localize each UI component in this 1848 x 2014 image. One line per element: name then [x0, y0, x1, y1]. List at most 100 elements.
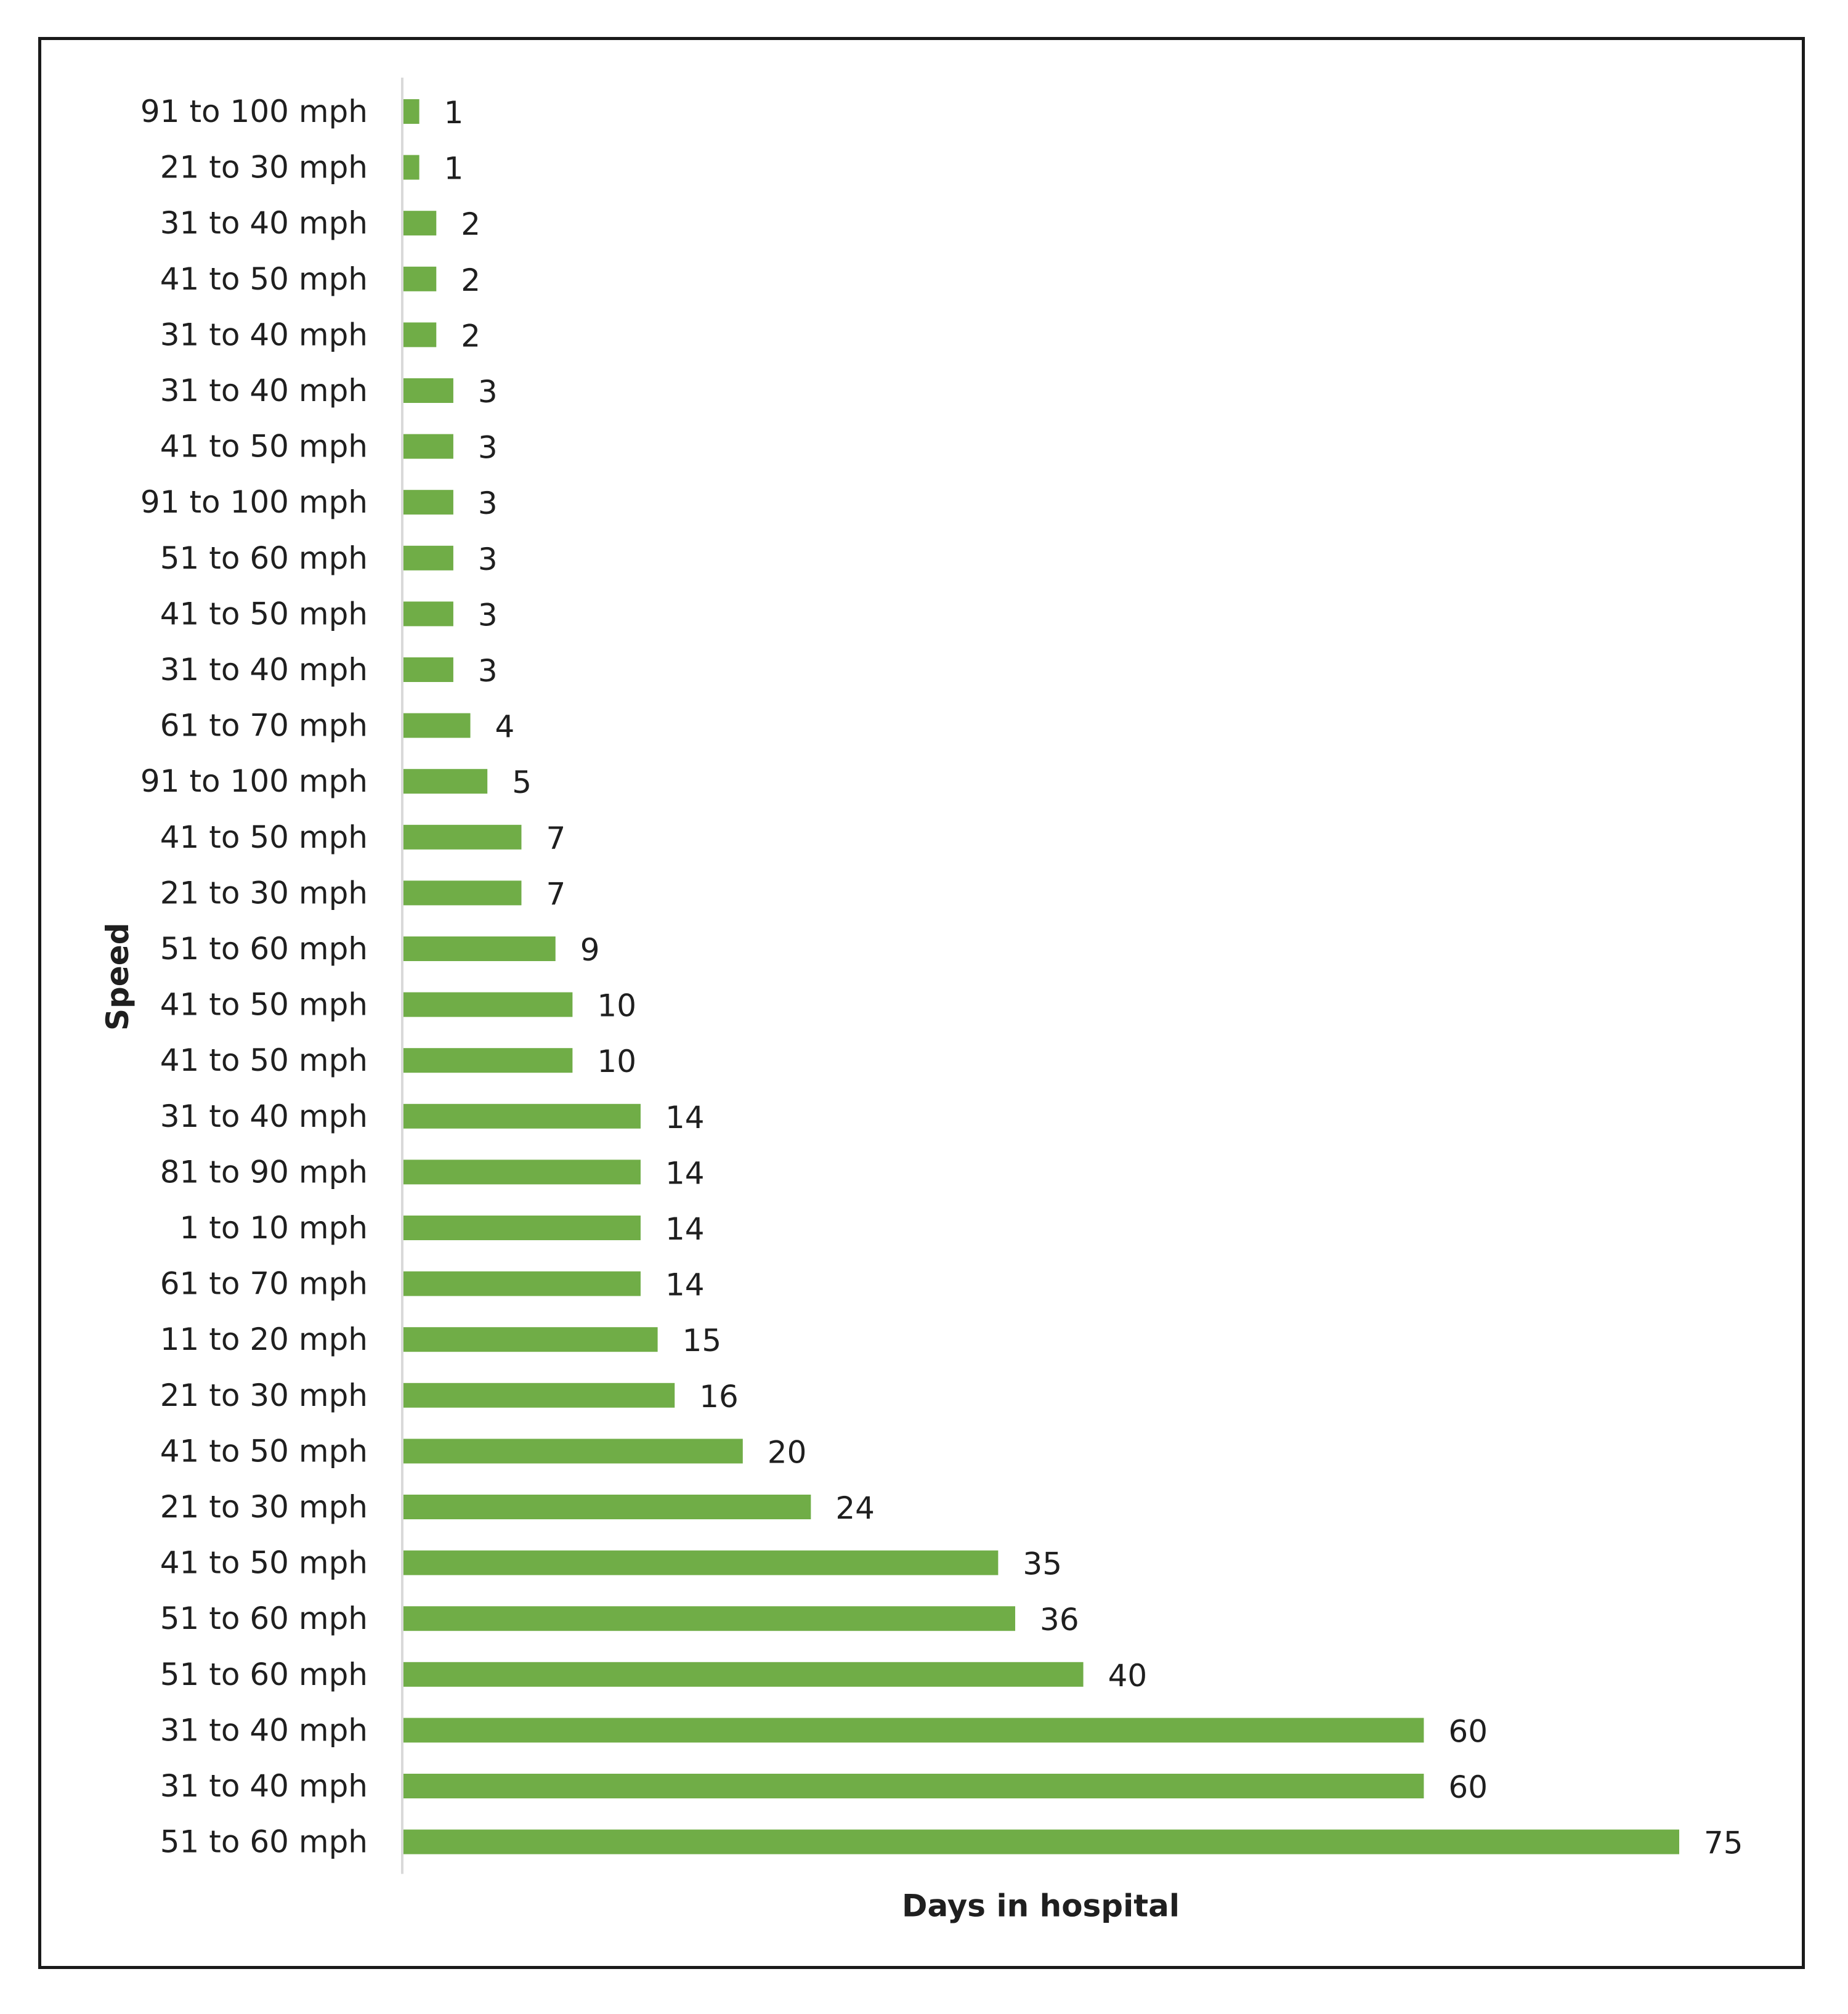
data-label-3: 2 [461, 262, 480, 298]
chart-frame: 91 to 100 mph 21 to 30 mph 31 to 40 mph 41 … [38, 37, 1805, 1969]
y-tick-label-24: 41 to 50 mph [160, 1433, 368, 1469]
y-tick-label-8: 51 to 60 mph [160, 540, 368, 576]
bar-10 [402, 657, 453, 682]
bar-22 [402, 1327, 658, 1352]
data-label-25: 24 [835, 1490, 875, 1526]
y-tick-label-1: 21 to 30 mph [160, 150, 368, 185]
data-label-9: 3 [478, 597, 498, 633]
y-tick-label-4: 31 to 40 mph [160, 317, 368, 352]
bar-28 [402, 1662, 1084, 1687]
data-label-23: 16 [699, 1379, 739, 1415]
data-label-29: 60 [1448, 1713, 1488, 1749]
y-tick-label-18: 31 to 40 mph [160, 1098, 368, 1134]
bar-1 [402, 155, 419, 180]
x-axis-title: Days in hospital [902, 1888, 1180, 1924]
bars-layer [402, 99, 1679, 1854]
bar-24 [402, 1439, 743, 1464]
bar-29 [402, 1718, 1424, 1743]
bar-chart: 91 to 100 mph 21 to 30 mph 31 to 40 mph 41 … [100, 78, 1743, 1924]
y-tick-label-12: 91 to 100 mph [140, 763, 368, 799]
y-tick-label-17: 41 to 50 mph [160, 1042, 368, 1078]
data-label-27: 36 [1040, 1602, 1079, 1638]
data-label-18: 14 [665, 1100, 705, 1135]
y-tick-label-16: 41 to 50 mph [160, 987, 368, 1023]
bar-16 [402, 992, 573, 1017]
data-label-4: 2 [461, 318, 480, 354]
data-label-2: 2 [461, 206, 480, 242]
data-label-21: 14 [665, 1267, 705, 1303]
bar-18 [402, 1103, 641, 1129]
y-tick-label-15: 51 to 60 mph [160, 931, 368, 967]
data-label-0: 1 [444, 95, 464, 131]
bar-5 [402, 378, 453, 403]
bar-31 [402, 1829, 1679, 1854]
y-tick-label-27: 51 to 60 mph [160, 1601, 368, 1636]
y-tick-label-14: 21 to 30 mph [160, 875, 368, 911]
y-tick-label-25: 21 to 30 mph [160, 1489, 368, 1525]
data-labels-layer: 1122233333345779101014141414151620243536… [444, 95, 1743, 1861]
data-label-12: 5 [512, 765, 532, 800]
data-label-13: 7 [546, 821, 565, 856]
bar-8 [402, 545, 453, 570]
data-label-30: 60 [1448, 1769, 1488, 1805]
data-label-17: 10 [597, 1044, 636, 1079]
data-label-16: 10 [597, 988, 636, 1024]
y-tick-label-29: 31 to 40 mph [160, 1712, 368, 1748]
bar-6 [402, 434, 453, 459]
data-label-1: 1 [444, 151, 464, 187]
y-tick-label-30: 31 to 40 mph [160, 1768, 368, 1804]
data-label-6: 3 [478, 430, 498, 466]
y-tick-label-26: 41 to 50 mph [160, 1545, 368, 1581]
y-tick-label-11: 61 to 70 mph [160, 708, 368, 744]
y-tick-label-3: 41 to 50 mph [160, 261, 368, 297]
bar-14 [402, 880, 522, 906]
data-label-10: 3 [478, 653, 498, 689]
bar-23 [402, 1383, 675, 1408]
data-label-31: 75 [1704, 1825, 1743, 1861]
bar-25 [402, 1495, 811, 1519]
y-tick-label-0: 91 to 100 mph [140, 94, 368, 129]
y-tick-label-9: 41 to 50 mph [160, 596, 368, 631]
y-tick-label-20: 1 to 10 mph [180, 1210, 368, 1246]
y-tick-label-23: 21 to 30 mph [160, 1378, 368, 1413]
bar-12 [402, 769, 488, 794]
y-tick-label-28: 51 to 60 mph [160, 1657, 368, 1692]
bar-4 [402, 322, 437, 347]
y-tick-label-10: 31 to 40 mph [160, 652, 368, 688]
bar-19 [402, 1159, 641, 1185]
data-label-15: 9 [580, 932, 600, 968]
data-label-7: 3 [478, 485, 498, 521]
bar-15 [402, 936, 556, 961]
bar-27 [402, 1606, 1016, 1631]
data-label-28: 40 [1108, 1658, 1148, 1694]
y-tick-label-5: 31 to 40 mph [160, 373, 368, 408]
data-label-22: 15 [683, 1323, 722, 1358]
bar-2 [402, 211, 437, 236]
bar-30 [402, 1774, 1424, 1798]
tick-labels-layer: 91 to 100 mph 21 to 30 mph 31 to 40 mph 41 … [140, 94, 368, 1860]
bar-0 [402, 99, 419, 124]
data-label-19: 14 [665, 1155, 705, 1191]
y-tick-label-13: 41 to 50 mph [160, 819, 368, 855]
bar-17 [402, 1048, 573, 1073]
data-label-8: 3 [478, 542, 498, 577]
bar-9 [402, 601, 453, 627]
y-tick-label-2: 31 to 40 mph [160, 205, 368, 241]
bar-11 [402, 713, 471, 738]
y-tick-label-7: 91 to 100 mph [140, 484, 368, 520]
y-tick-label-22: 11 to 20 mph [160, 1322, 368, 1357]
data-label-20: 14 [665, 1211, 705, 1247]
y-tick-label-19: 81 to 90 mph [160, 1154, 368, 1190]
bar-20 [402, 1216, 641, 1240]
y-axis-title: Speed [100, 923, 136, 1031]
y-tick-label-31: 51 to 60 mph [160, 1824, 368, 1860]
y-tick-label-6: 41 to 50 mph [160, 429, 368, 465]
bar-3 [402, 266, 437, 291]
bar-26 [402, 1550, 999, 1575]
data-label-5: 3 [478, 374, 498, 410]
y-tick-label-21: 61 to 70 mph [160, 1266, 368, 1302]
bar-7 [402, 490, 453, 515]
bar-21 [402, 1271, 641, 1296]
data-label-14: 7 [546, 876, 565, 912]
data-label-26: 35 [1023, 1546, 1062, 1582]
